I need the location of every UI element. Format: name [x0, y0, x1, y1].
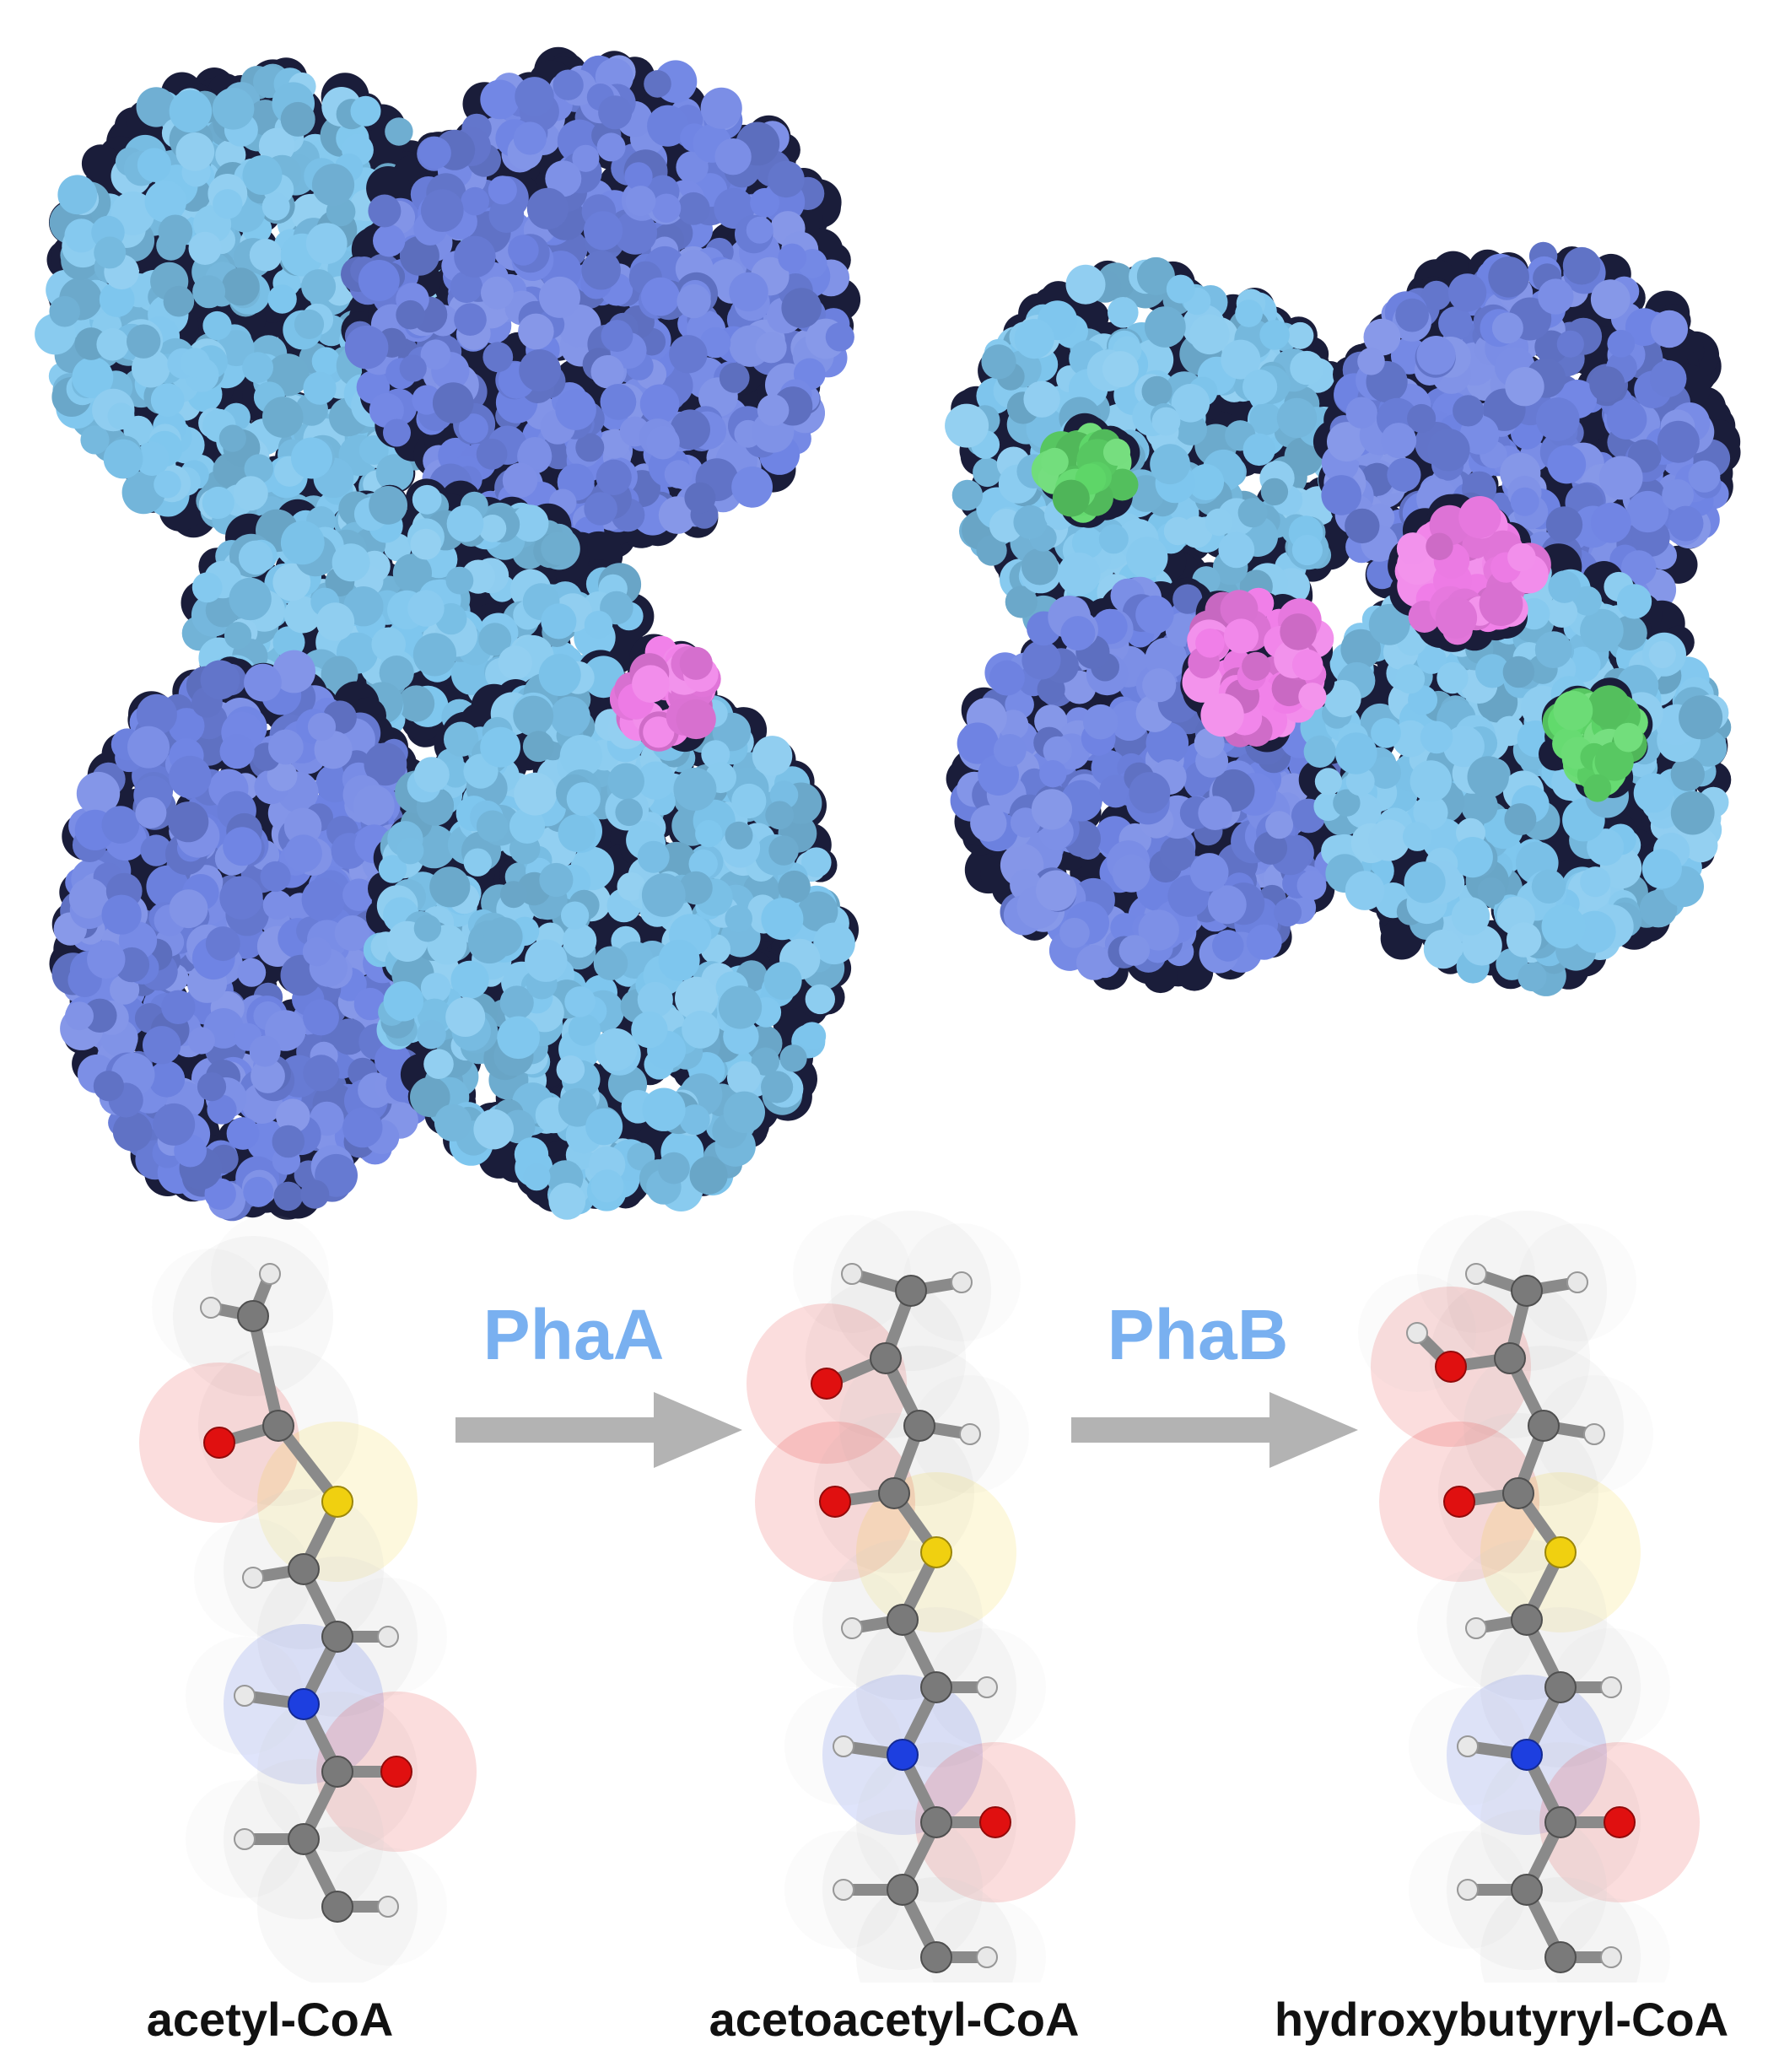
atom-c: [1528, 1410, 1560, 1442]
atom-c: [262, 1410, 294, 1442]
atom-o: [819, 1486, 851, 1518]
atom-c: [288, 1823, 320, 1855]
chain-d: [363, 650, 859, 1220]
atom-h: [377, 1896, 399, 1918]
molecule-acetyl-coa: [139, 1215, 477, 1983]
atom-n: [288, 1688, 320, 1720]
atom-h: [841, 1263, 863, 1285]
atom-o: [811, 1368, 843, 1400]
chain-b: [341, 46, 861, 558]
atom-h: [1457, 1735, 1479, 1757]
atom-c: [1511, 1275, 1543, 1307]
atom-h: [959, 1423, 981, 1445]
protein-surface-icon: [945, 241, 1741, 996]
atom-s: [920, 1536, 952, 1568]
atoms: [200, 1263, 412, 1923]
atom-h: [833, 1735, 854, 1757]
atom-h: [259, 1263, 281, 1285]
atom-c: [1544, 1806, 1577, 1838]
molecule-hydroxybutyryl-coa: [1358, 1211, 1700, 1983]
atom-n: [1511, 1739, 1543, 1771]
atom-h: [1406, 1322, 1428, 1344]
atom-s: [1544, 1536, 1577, 1568]
atom-o: [380, 1756, 412, 1788]
atom-c: [920, 1806, 952, 1838]
atom-c: [887, 1604, 919, 1636]
atoms: [1406, 1263, 1636, 1973]
atom-o: [979, 1806, 1011, 1838]
atom-h: [833, 1879, 854, 1901]
atom-c: [321, 1891, 353, 1923]
atom-o: [1604, 1806, 1636, 1838]
chain-c: [49, 650, 475, 1222]
atom-c: [321, 1756, 353, 1788]
atom-h: [841, 1617, 863, 1639]
atom-h: [1600, 1946, 1622, 1968]
atom-c: [920, 1671, 952, 1703]
arrow-shaft: [1071, 1417, 1274, 1443]
arrow-head: [654, 1392, 742, 1468]
atom-h: [951, 1271, 973, 1293]
chain-b: [1313, 241, 1741, 662]
atom-c: [1544, 1671, 1577, 1703]
atom-s: [321, 1486, 353, 1518]
atom-c: [878, 1477, 910, 1509]
space-filling-halo: [139, 1215, 477, 1983]
molecule-label-hydroxybutyryl-coa: hydroxybutyryl-CoA: [1274, 1993, 1729, 2046]
ligand-substrate: [1180, 587, 1335, 753]
atom-c: [895, 1275, 927, 1307]
atom-h: [976, 1676, 998, 1698]
atom-h: [1465, 1263, 1487, 1285]
atom-o: [1443, 1486, 1475, 1518]
molecule-label-acetyl-coa: acetyl-CoA: [146, 1993, 394, 2046]
atom-c: [1511, 1874, 1543, 1906]
atoms: [811, 1263, 1011, 1973]
atom-c: [903, 1410, 935, 1442]
atom-c: [1502, 1477, 1534, 1509]
molecule-label-acetoacetyl-coa: acetoacetyl-CoA: [709, 1993, 1080, 2046]
atom-h: [234, 1685, 256, 1707]
molecule-acetoacetyl-coa: [747, 1211, 1075, 1983]
protein-structure-left: [35, 46, 861, 1222]
atom-c: [887, 1874, 919, 1906]
ligand-coa: [609, 634, 721, 753]
atom-o: [1435, 1351, 1467, 1383]
atom-c: [237, 1300, 269, 1332]
atom-h: [1465, 1617, 1487, 1639]
arrow-head: [1269, 1392, 1358, 1468]
atom-h: [1583, 1423, 1605, 1445]
atom-c: [1494, 1342, 1526, 1374]
atom-h: [976, 1946, 998, 1968]
atom-n: [887, 1739, 919, 1771]
atom-h: [242, 1567, 264, 1589]
atom-h: [377, 1626, 399, 1648]
atom-h: [234, 1828, 256, 1850]
right-arrow-icon: [455, 1392, 742, 1468]
atom-h: [1600, 1676, 1622, 1698]
atom-c: [870, 1342, 902, 1374]
atom-c: [321, 1621, 353, 1653]
protein-surface-icon: [35, 46, 861, 1222]
atom-c: [920, 1941, 952, 1973]
ligand-nadp: [1031, 413, 1140, 528]
atom-h: [1457, 1879, 1479, 1901]
enzyme-label-phaa: PhaA: [482, 1295, 665, 1374]
protein-structure-right: [945, 241, 1741, 996]
atom-c: [288, 1553, 320, 1585]
enzyme-label-phab: PhaB: [1107, 1295, 1289, 1374]
ligand-substrate: [1388, 494, 1551, 652]
atom-c: [1544, 1941, 1577, 1973]
atom-h: [1566, 1271, 1588, 1293]
atom-o: [203, 1427, 235, 1459]
ligand-nadp: [1539, 677, 1653, 802]
right-arrow-icon: [1071, 1392, 1358, 1468]
atom-c: [1511, 1604, 1543, 1636]
atom-h: [200, 1297, 222, 1319]
arrow-shaft: [455, 1417, 658, 1443]
